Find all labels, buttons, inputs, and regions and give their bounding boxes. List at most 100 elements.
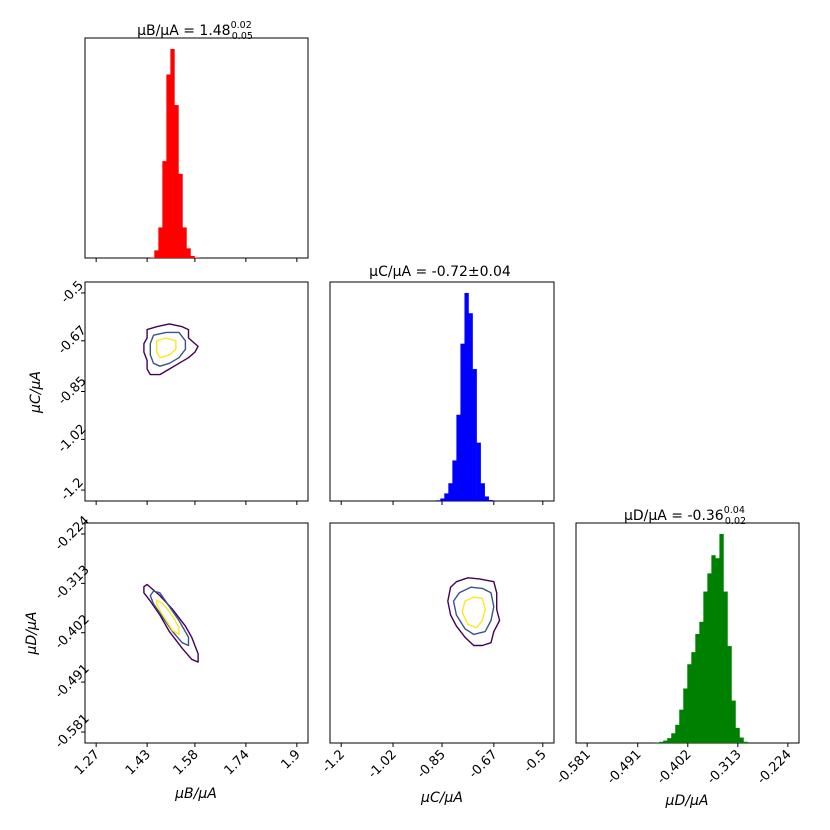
contour-inner: [155, 599, 180, 636]
y-tick-label: -0.402: [52, 612, 92, 652]
histogram-bar: [655, 742, 660, 743]
histogram-bar: [667, 738, 672, 743]
contour-panel-mu-c-mu-d: -1.2 -1.02 -0.85 -0.67 -0.5: [319, 522, 555, 782]
histogram-bar: [671, 733, 676, 743]
histogram-bar: [715, 558, 720, 743]
title-mu-d-sub: 0.02: [725, 516, 746, 527]
histogram-bar: [480, 483, 485, 501]
title-mu-d-main: μD/μA = -0.36: [624, 508, 724, 524]
x-tick-label: 1.9: [278, 747, 303, 772]
histogram-bar: [158, 227, 163, 258]
x-tick-label: -0.67: [466, 747, 500, 781]
histogram-bar: [472, 369, 477, 501]
x-tick-label: -0.5: [521, 747, 550, 776]
contour-mid: [149, 331, 187, 367]
histogram-bar: [194, 257, 199, 258]
histogram-bar: [174, 105, 179, 258]
histogram-bar: [170, 49, 175, 258]
x-tick-label: 1.27: [72, 747, 103, 778]
title-mu-b: μB/μA = 1.480.02 0.05: [137, 20, 253, 42]
contour-mid: [452, 586, 495, 636]
contour-panel-mu-b-mu-d: 1.27 1.43 1.58 1.74 1.9 -0.581 -0.491 -0.402 -0.…: [52, 513, 309, 778]
x-tick-label: 1.74: [222, 747, 253, 778]
contour-outer: [143, 323, 199, 376]
y-tick-label: -1.2: [58, 475, 87, 504]
histogram-bar: [727, 646, 732, 743]
histogram-bar: [711, 555, 716, 743]
histogram-bar: [166, 74, 171, 258]
histogram-panel-mu-b: [84, 37, 309, 262]
histogram-bar: [735, 727, 740, 743]
histogram-bar: [488, 499, 493, 501]
histogram-bar: [456, 414, 461, 501]
panel-frame: [84, 281, 309, 502]
histogram-bar: [452, 460, 457, 501]
x-tick-label: -0.313: [704, 747, 744, 787]
histogram-bar: [703, 591, 708, 743]
x-tick-label: -1.02: [365, 747, 399, 781]
histogram-bar: [691, 652, 696, 743]
histogram-bar: [687, 664, 692, 743]
title-mu-d-sup: 0.04: [724, 505, 745, 516]
title-mu-c: μC/μA = -0.72±0.04: [369, 264, 511, 280]
histogram-bar: [659, 741, 664, 743]
contour-inner: [461, 596, 486, 629]
histogram-bar: [436, 500, 441, 501]
histogram-bar: [723, 591, 728, 743]
y-tick-label: -0.491: [52, 661, 92, 701]
panel-frame: [84, 522, 309, 744]
histogram-bar: [484, 496, 489, 501]
contour-panel-mu-b-mu-c: -1.2-1.02-0.85-0.67-0.5: [55, 278, 309, 505]
x-tick-label: -1.2: [319, 747, 348, 776]
histogram-bar: [190, 255, 195, 258]
histogram-bar: [162, 161, 167, 258]
histogram-bar: [719, 534, 724, 743]
histogram-panel-mu-d: -0.581 -0.491 -0.402 -0.313 -0.224: [554, 522, 800, 787]
histogram-bar: [675, 724, 680, 743]
histogram-bar: [468, 313, 473, 501]
title-mu-d: μD/μA = -0.360.04 0.02: [624, 505, 746, 527]
x-axis-label-mu-d: μD/μA: [665, 793, 709, 809]
histogram-bar: [154, 250, 159, 258]
y-tick-label: -0.5: [58, 278, 87, 307]
contour-outer: [447, 577, 501, 647]
histogram-bar: [448, 483, 453, 501]
histogram-bar: [476, 442, 481, 501]
title-mu-b-sub: 0.05: [232, 31, 253, 42]
histogram-bar: [679, 709, 684, 743]
histogram-bar: [739, 737, 744, 743]
y-tick-label: -0.224: [52, 513, 92, 553]
histogram-bar: [731, 700, 736, 743]
x-axis-label-mu-c: μC/μA: [420, 790, 463, 806]
y-axis-label-mu-c: μC/μA: [28, 371, 44, 414]
panel-frame: [329, 522, 555, 744]
x-tick-label: 1.43: [123, 747, 154, 778]
panel-frame: [84, 37, 309, 259]
histogram-panel-mu-c: [329, 281, 555, 505]
histogram-bar: [150, 257, 155, 258]
y-tick-label: -0.581: [52, 711, 92, 751]
histogram-bar: [186, 248, 191, 258]
y-axis-label-mu-d: μD/μA: [24, 612, 40, 656]
x-tick-label: -0.402: [654, 747, 694, 787]
x-axis-label-mu-b: μB/μA: [174, 786, 217, 802]
histogram-bar: [695, 633, 700, 743]
histogram-bar: [460, 343, 465, 501]
histogram-bar: [178, 173, 183, 258]
histogram-bar: [464, 292, 469, 501]
contour-inner: [155, 337, 177, 359]
x-tick-label: -0.85: [414, 747, 448, 781]
x-tick-label: -0.224: [754, 747, 794, 787]
histogram-bar: [182, 227, 187, 258]
title-mu-b-sup: 0.02: [231, 20, 252, 31]
histogram-bar: [683, 688, 688, 743]
histogram-bar: [699, 621, 704, 743]
histogram-bar: [440, 498, 445, 501]
title-mu-b-main: μB/μA = 1.48: [137, 23, 231, 39]
histogram-bar: [663, 740, 668, 743]
x-tick-label: -0.581: [554, 747, 594, 787]
contour-mid: [149, 590, 190, 647]
contour-outer: [143, 583, 199, 663]
histogram-bar: [743, 741, 748, 743]
